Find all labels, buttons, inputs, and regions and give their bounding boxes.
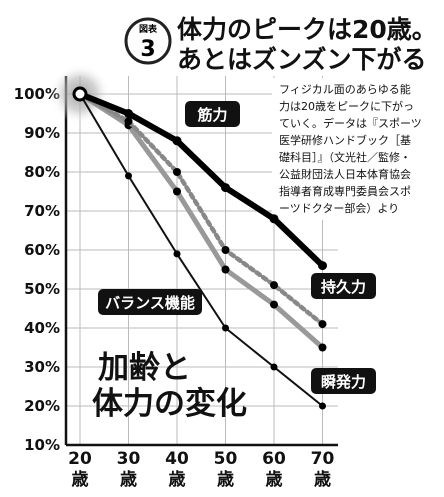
note-background [272, 78, 444, 220]
data-point-endurance [270, 281, 278, 290]
y-tick-label: 60% [24, 241, 60, 259]
x-tick-unit: 歳 [169, 469, 186, 490]
chart-title-line-1: 加齢と [98, 350, 191, 386]
chart-title: 加齢と 体力の変化 [92, 350, 247, 422]
y-tick-label: 70% [24, 202, 60, 220]
series-line-power [77, 91, 325, 350]
data-point-power [173, 187, 181, 196]
title-line-2: あとはズンズン下がる [177, 45, 427, 74]
data-point-balance [125, 172, 132, 180]
note-panel: フィジカル面のあらゆる能力は20歳をピークに下がっていく。データは『スポーツ医学… [272, 78, 444, 220]
note-line: 力は20歳をピークに下がっ [279, 99, 414, 113]
y-tick-label: 30% [24, 358, 60, 376]
x-tick-unit: 歳 [266, 469, 283, 490]
note-line: ーツドクター部会）より [279, 201, 399, 215]
series-line-strength [77, 91, 326, 269]
data-point-balance [222, 324, 229, 332]
series-label-strength: 筋力 [196, 106, 227, 124]
data-point-strength [172, 136, 182, 146]
data-point-endurance [221, 246, 230, 254]
y-tick-label: 20% [24, 397, 60, 415]
figure-badge-number: 3 [140, 37, 155, 62]
note-line: 礎科目］』（文光社／監修・ [279, 150, 411, 164]
y-tick-label: 100% [14, 85, 60, 103]
x-tick-label: 50 [214, 449, 238, 469]
chart-series [72, 86, 327, 410]
data-point-strength [269, 214, 279, 224]
data-point-power [221, 265, 230, 274]
peak-point [72, 86, 88, 102]
figure-badge-label: 図表 [139, 23, 158, 35]
data-point-strength [221, 183, 230, 193]
data-point-balance [270, 363, 278, 371]
series-line-endurance [77, 91, 325, 327]
chart-title-line-2: 体力の変化 [92, 386, 247, 422]
chart-axes: 100%90%80%70%60%50%40%30%20%10%20歳30歳40歳… [14, 76, 338, 490]
y-tick-label: 80% [24, 163, 60, 181]
note-line: 医学研修ハンドブック［基 [279, 133, 411, 147]
header: 図表 3 体力のピークは20歳。 あとはズンズン下がる [124, 15, 437, 74]
y-tick-label: 10% [24, 436, 60, 454]
y-tick-label: 50% [24, 280, 60, 298]
series-label-endurance: 持久力 [321, 278, 366, 296]
note-line: 指導者育成専門委員会スポ [279, 184, 411, 198]
series-line-balance [79, 93, 324, 407]
x-tick-label: 60 [262, 449, 286, 469]
note-line: ていく。データは『スポーツ [279, 116, 422, 130]
x-tick-label: 30 [117, 449, 141, 469]
data-point-power [270, 300, 278, 309]
series-label-bg-endurance [311, 273, 376, 299]
x-tick-label: 70 [311, 449, 335, 469]
data-point-endurance [173, 168, 181, 176]
series-label-balance: バランス機能 [105, 294, 195, 312]
note-line: 公益財団法人日本体育協会 [279, 167, 411, 181]
x-tick-unit: 歳 [72, 469, 89, 490]
y-tick-label: 90% [24, 124, 60, 142]
data-point-balance [173, 250, 181, 258]
series-label-bg-balance [98, 289, 202, 315]
data-point-power [318, 343, 327, 352]
x-tick-label: 20 [68, 449, 92, 469]
series-label-bg-power [311, 368, 376, 394]
figure-badge [124, 17, 172, 65]
data-point-strength [124, 109, 133, 118]
series-label-bg-strength [185, 101, 240, 127]
x-tick-unit: 歳 [120, 469, 137, 490]
note-text: フィジカル面のあらゆる能力は20歳をピークに下がっていく。データは『スポーツ医学… [279, 82, 422, 215]
data-point-strength [318, 261, 327, 271]
note-line: フィジカル面のあらゆる能 [279, 82, 411, 96]
x-tick-unit: 歳 [314, 469, 331, 490]
title-line-1: 体力のピークは20歳。 [177, 15, 437, 44]
x-tick-label: 40 [165, 449, 189, 469]
data-point-endurance [124, 117, 133, 126]
series-label-power: 瞬発力 [321, 373, 366, 391]
data-point-balance [319, 402, 326, 410]
x-tick-unit: 歳 [217, 469, 234, 490]
data-point-endurance [318, 320, 327, 329]
y-tick-label: 40% [24, 319, 60, 337]
